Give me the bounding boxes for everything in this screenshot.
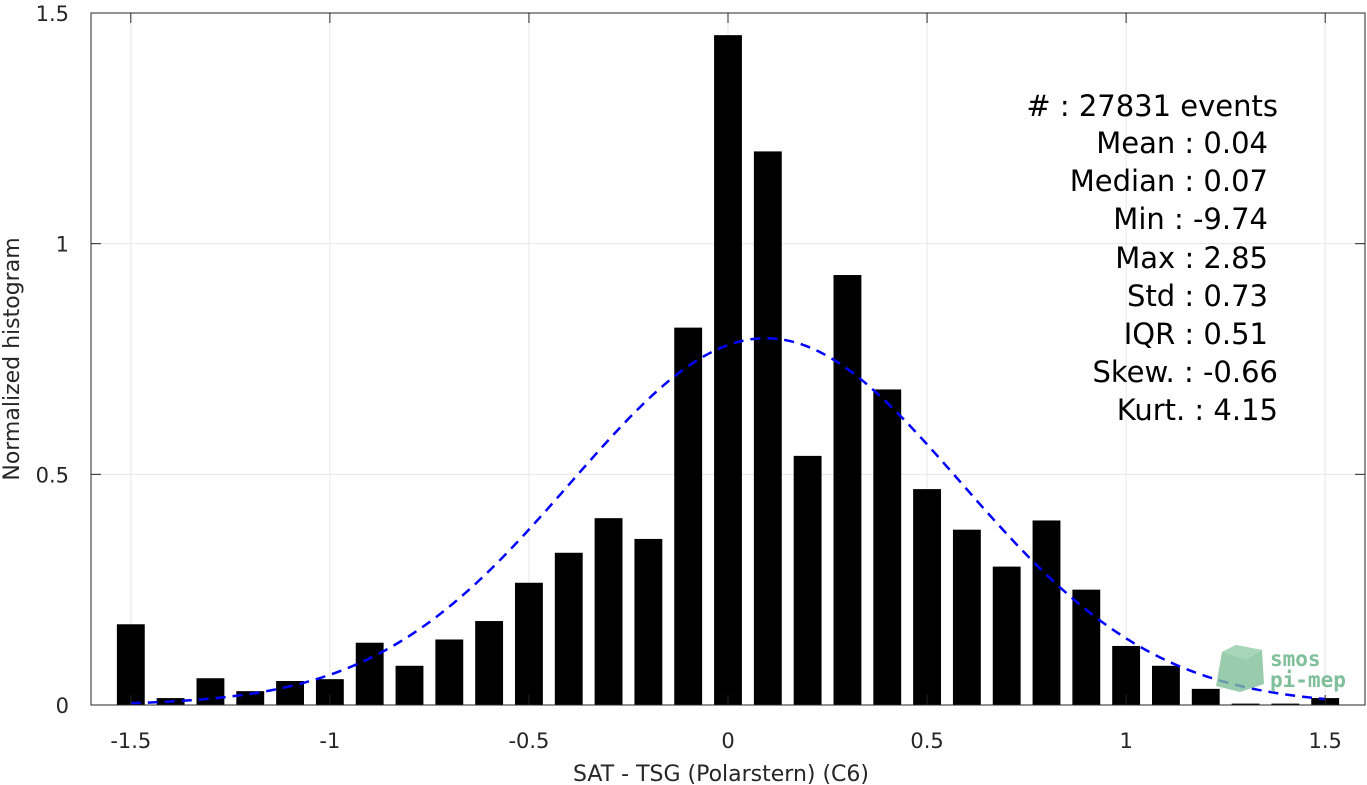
histogram-bar: [515, 582, 543, 705]
x-axis-title: SAT - TSG (Polarstern) (C6): [573, 762, 869, 785]
histogram-bar: [1231, 703, 1260, 705]
y-tick-label: 0.5: [36, 463, 69, 487]
histogram-bar: [196, 678, 225, 705]
logo-text-line2: pi-mep: [1270, 668, 1346, 692]
stat-min: Min : -9.74: [1113, 202, 1268, 236]
y-tick-label: 1: [56, 233, 69, 257]
stat-kurt: Kurt. : 4.15: [1117, 393, 1278, 427]
histogram-bar: [1152, 665, 1180, 705]
histogram-bar: [475, 621, 504, 705]
logo-mark-shade-icon: [1222, 645, 1262, 660]
x-tick-label: -1: [319, 729, 340, 753]
stat-median: Median : 0.07: [1070, 164, 1268, 198]
x-tick-label: 0.5: [910, 729, 943, 753]
histogram-bars: [116, 35, 1340, 706]
histogram-bar: [674, 327, 703, 705]
histogram-bar: [992, 566, 1021, 705]
histogram-bar: [833, 275, 862, 705]
normal-fit-curve: [130, 337, 1326, 705]
histogram-bar: [873, 389, 902, 705]
histogram-bar: [793, 455, 822, 705]
x-tick-label: -0.5: [508, 729, 549, 753]
histogram-bar: [913, 489, 941, 705]
x-tick-label: -1.5: [110, 729, 151, 753]
histogram-bar: [1072, 589, 1101, 705]
histogram-bar: [1271, 703, 1300, 705]
x-tick-label: 1.5: [1308, 729, 1341, 753]
y-tick-label: 1.5: [36, 2, 69, 26]
x-tick-labels: -1.5 -1 -0.5 0 0.5 1 1.5: [110, 729, 1342, 753]
stat-max: Max : 2.85: [1115, 241, 1268, 275]
logo-mark-icon: [1216, 645, 1264, 692]
y-axis-title: Normalized histogram: [0, 237, 25, 480]
histogram-bar: [395, 665, 424, 705]
stat-std: Std : 0.73: [1127, 279, 1268, 313]
y-tick-label: 0: [56, 694, 69, 718]
stat-skew: Skew. : -0.66: [1092, 355, 1278, 389]
statistics-box: # : 27831 events Mean : 0.04 Median : 0.…: [1026, 89, 1278, 427]
x-tick-label: 0: [721, 729, 734, 753]
histogram-bar: [435, 639, 464, 705]
histogram-bar: [1191, 688, 1220, 705]
histogram-bar: [634, 538, 663, 705]
histogram-bar: [714, 35, 742, 706]
histogram-bar: [1032, 520, 1061, 705]
y-tick-labels: 0 0.5 1 1.5: [36, 2, 69, 718]
histogram-bar: [554, 552, 583, 705]
x-tick-label: 1: [1119, 729, 1132, 753]
histogram-bar: [594, 518, 623, 705]
axis-ticks: [91, 12, 1365, 706]
stat-iqr: IQR : 0.51: [1124, 317, 1268, 351]
histogram-bar: [236, 691, 265, 705]
stat-mean: Mean : 0.04: [1096, 126, 1268, 160]
smos-pi-mep-logo: smos pi-mep: [1216, 645, 1346, 692]
stat-events: # : 27831 events: [1026, 89, 1278, 123]
histogram-bar: [753, 151, 782, 705]
logo-text-line1: smos: [1270, 647, 1321, 671]
histogram-bar: [952, 529, 981, 705]
histogram-bar: [116, 624, 145, 705]
